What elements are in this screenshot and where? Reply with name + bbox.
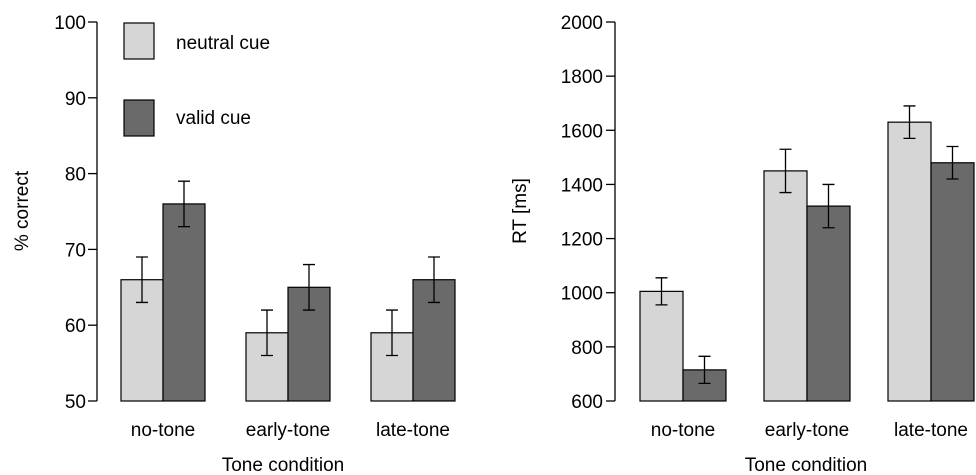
y-tick-label: 70 bbox=[65, 240, 86, 261]
bar-valid-cue-no-tone bbox=[162, 203, 206, 402]
bar-neutral-cue-late-tone bbox=[887, 121, 932, 402]
y-tick-label: 60 bbox=[65, 316, 86, 337]
x-category-label: early-tone bbox=[765, 420, 850, 441]
x-axis-title: Tone condition bbox=[745, 455, 868, 475]
y-tick-label: 800 bbox=[571, 338, 603, 359]
error-bar-valid-cue-early-tone bbox=[822, 183, 835, 229]
legend-label-neutral-cue: neutral cue bbox=[176, 33, 270, 54]
y-tick-label: 1600 bbox=[561, 121, 603, 142]
legend: neutral cue valid cue bbox=[123, 22, 270, 137]
y-tick-label: 2000 bbox=[561, 13, 603, 34]
x-category-label: late-tone bbox=[376, 420, 450, 441]
bar-valid-cue-early-tone bbox=[806, 205, 851, 402]
legend-label-valid-cue: valid cue bbox=[176, 108, 251, 129]
bar-neutral-cue-early-tone bbox=[245, 332, 289, 402]
y-tick-label: 90 bbox=[65, 89, 86, 110]
error-bar-valid-cue-no-tone bbox=[178, 180, 190, 228]
x-category-label: no-tone bbox=[131, 420, 195, 441]
error-bar-neutral-cue-early-tone bbox=[779, 148, 792, 194]
accuracy-panel: 50 60 70 80 90 100 % correct Tone condition no-t… bbox=[12, 13, 456, 475]
y-tick-label: 80 bbox=[65, 165, 86, 186]
x-category-label: early-tone bbox=[246, 420, 331, 441]
x-category-label: late-tone bbox=[894, 420, 968, 441]
legend-swatch-valid-cue bbox=[123, 99, 155, 137]
error-bar-neutral-cue-no-tone bbox=[655, 277, 668, 306]
bar-neutral-cue-early-tone bbox=[763, 170, 808, 402]
error-bar-valid-cue-no-tone bbox=[698, 355, 711, 385]
bar-valid-cue-late-tone bbox=[930, 162, 975, 402]
y-axis-title: RT [ms] bbox=[510, 178, 531, 244]
y-tick-label: 1800 bbox=[561, 67, 603, 88]
x-category-label: no-tone bbox=[651, 420, 715, 441]
error-bar-neutral-cue-late-tone bbox=[903, 105, 916, 140]
y-tick-label: 1200 bbox=[561, 230, 603, 251]
y-tick-label: 1000 bbox=[561, 284, 603, 305]
y-axis-title: % correct bbox=[12, 170, 33, 251]
rt-panel: 600 800 1000 1200 1400 1600 1800 2000 RT [ms] Ton… bbox=[510, 13, 975, 475]
bar-valid-cue-early-tone bbox=[287, 286, 331, 402]
error-bar-valid-cue-early-tone bbox=[303, 263, 315, 311]
y-tick-label: 600 bbox=[571, 392, 603, 413]
legend-swatch-neutral-cue bbox=[123, 22, 155, 60]
x-axis-title: Tone condition bbox=[222, 455, 345, 475]
y-tick-label: 1400 bbox=[561, 175, 603, 196]
bar-neutral-cue-no-tone bbox=[639, 290, 684, 402]
y-tick-label: 50 bbox=[65, 392, 86, 413]
error-bar-neutral-cue-no-tone bbox=[136, 256, 148, 304]
error-bar-neutral-cue-late-tone bbox=[386, 309, 398, 357]
y-tick-label: 100 bbox=[54, 13, 86, 34]
error-bar-valid-cue-late-tone bbox=[428, 256, 440, 304]
error-bar-valid-cue-late-tone bbox=[946, 145, 959, 180]
error-bar-neutral-cue-early-tone bbox=[261, 309, 273, 357]
